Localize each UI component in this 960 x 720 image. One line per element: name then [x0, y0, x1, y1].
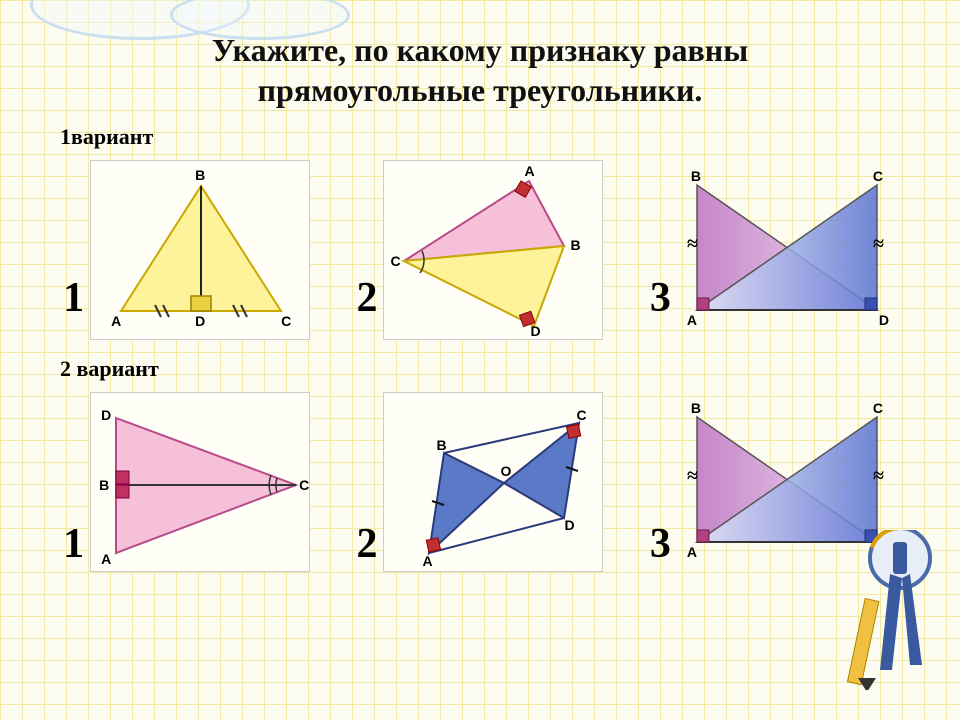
- figure-number-3b: 3: [650, 520, 671, 568]
- vertex-A: A: [101, 551, 111, 567]
- slide-content: Укажите, по какому признаку равны прямоу…: [0, 0, 960, 582]
- figure-number-2: 2: [356, 274, 377, 322]
- vertex-A: A: [524, 163, 534, 179]
- vertex-C: C: [873, 168, 883, 184]
- vertex-B: B: [691, 168, 701, 184]
- figure-number-2b: 2: [356, 520, 377, 568]
- vertex-A: A: [111, 313, 121, 329]
- figure-number-1: 1: [63, 274, 84, 322]
- vertical-triangles-diagram: [384, 393, 604, 573]
- figure-number-1b: 1: [63, 520, 84, 568]
- vertex-C: C: [873, 400, 883, 416]
- crossed-triangles-diagram: ≈ ≈: [677, 160, 897, 340]
- vertex-B: B: [570, 237, 580, 253]
- vertex-D: D: [564, 517, 574, 533]
- cell-v2-2: 2 B C O D A: [356, 392, 603, 572]
- vertex-B: B: [691, 400, 701, 416]
- cell-v1-3: 3 ≈ ≈ B C A D: [650, 160, 897, 340]
- figure-number-3: 3: [650, 274, 671, 322]
- row-variant-1: 1 B A D C 2: [0, 150, 960, 350]
- variant-1-label: 1вариант: [60, 124, 960, 150]
- figure-v1-3: ≈ ≈ B C A D: [677, 160, 897, 340]
- vertex-D: D: [530, 323, 540, 339]
- row-variant-2: 1 D B C A 2: [0, 382, 960, 582]
- vertex-A: A: [422, 553, 432, 569]
- variant-2-label: 2 вариант: [60, 356, 960, 382]
- vertex-O: O: [500, 463, 511, 479]
- vertex-C: C: [390, 253, 400, 269]
- vertex-C: C: [576, 407, 586, 423]
- figure-v1-1: B A D C: [90, 160, 310, 340]
- vertex-C: C: [299, 477, 309, 493]
- figure-v1-2: A B C D: [383, 160, 603, 340]
- compass-pencil-icon: [830, 530, 940, 690]
- vertex-A: A: [687, 312, 697, 328]
- svg-text:≈: ≈: [873, 233, 884, 255]
- title-line-2: прямоугольные треугольники.: [258, 72, 703, 108]
- svg-text:≈: ≈: [873, 465, 884, 487]
- vertex-D: D: [101, 407, 111, 423]
- cell-v1-1: 1 B A D C: [63, 160, 310, 340]
- vertex-D: D: [195, 313, 205, 329]
- vertex-B: B: [99, 477, 109, 493]
- vertex-C: C: [281, 313, 291, 329]
- vertex-D: D: [879, 312, 889, 328]
- triangle-median-diagram: [91, 393, 311, 573]
- figure-v2-2: B C O D A: [383, 392, 603, 572]
- cell-v2-1: 1 D B C A: [63, 392, 310, 572]
- svg-text:≈: ≈: [687, 233, 698, 255]
- vertex-B: B: [436, 437, 446, 453]
- svg-text:≈: ≈: [687, 465, 698, 487]
- cell-v1-2: 2 A B C D: [356, 160, 603, 340]
- figure-v2-1: D B C A: [90, 392, 310, 572]
- vertex-B: B: [195, 167, 205, 183]
- page-title: Укажите, по какому признаку равны прямоу…: [0, 30, 960, 110]
- vertex-A: A: [687, 544, 697, 560]
- title-line-1: Укажите, по какому признаку равны: [212, 32, 748, 68]
